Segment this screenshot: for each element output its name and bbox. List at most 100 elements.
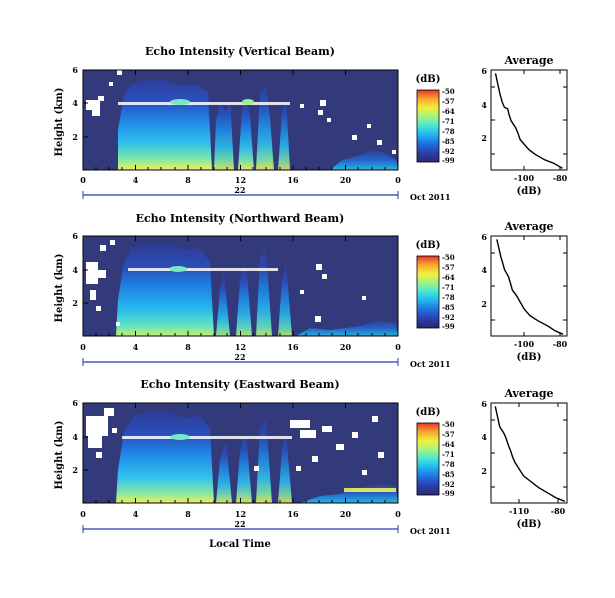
profile-line (496, 239, 564, 335)
date-bar: 22 Oct 2011 (82, 185, 451, 202)
x-tick-label: 20 (340, 175, 352, 185)
x-tick-label: 12 (235, 342, 246, 352)
colorbar-tick: -50 (442, 420, 455, 429)
x-tick-label: 4 (133, 175, 139, 185)
y-ticks: 6 4 2 (72, 65, 88, 142)
profile-title: Average (503, 387, 553, 400)
date-bar: 22 Oct 2011 (82, 352, 451, 369)
panel-northward: Echo Intensity (Northward Beam) Height (… (54, 212, 568, 369)
profile-title: Average (503, 220, 553, 233)
x-axis-label: Local Time (209, 539, 271, 550)
profile-line (494, 73, 563, 169)
y-axis-label: Height (km) (54, 421, 65, 490)
date-label: 22 (234, 519, 245, 529)
profile-line (494, 406, 566, 502)
panel-eastward: Echo Intensity (Eastward Beam) Height (k… (54, 378, 568, 550)
x-tick-label: 16 (287, 342, 299, 352)
x-tick-label: 8 (185, 175, 191, 185)
colorbar-tick: -78 (442, 293, 455, 302)
profile-x-tick: -110 (509, 506, 529, 516)
y-ticks: 6 4 2 (72, 231, 88, 308)
profile-x-tick: -100 (514, 173, 534, 183)
profile-y-tick: 4 (481, 432, 487, 442)
profile-plot: Average 6 4 2 -110 -80 (dB) (481, 387, 568, 530)
colorbar-tick: -71 (442, 283, 455, 292)
colorbar-tick: -92 (442, 147, 455, 156)
colorbar-unit: (dB) (416, 240, 441, 251)
x-tick-label: 4 (133, 509, 139, 519)
colorbar-tick: -71 (442, 117, 455, 126)
profile-y-tick: 4 (481, 100, 487, 110)
profile-y-tick: 6 (481, 399, 487, 409)
date-bar: 22 Oct 2011 (82, 519, 451, 536)
x-tick-label: 0 (395, 175, 401, 185)
y-tick-label: 4 (72, 98, 78, 108)
x-tick-label: 8 (185, 509, 191, 519)
x-tick-label: 8 (185, 342, 191, 352)
profile-y-tick: 4 (481, 265, 487, 275)
profile-x-label: (dB) (517, 519, 542, 530)
x-tick-label: 0 (395, 509, 401, 519)
colorbar-ticks: -50 -57 -64 -71 -78 -85 -92 -99 (442, 87, 455, 165)
y-tick-label: 2 (72, 465, 78, 475)
date-suffix: Oct 2011 (410, 526, 451, 536)
profile-y-tick: 2 (481, 133, 487, 143)
colorbar-ticks: -50 -57 -64 -71 -78 -85 -92 -99 (442, 253, 455, 331)
colorbar-unit: (dB) (416, 407, 441, 418)
heatmap (82, 235, 399, 337)
profile-y-tick: 2 (481, 466, 487, 476)
profile-plot: Average 6 4 2 -100 -80 (dB) (481, 54, 567, 197)
x-tick-label: 20 (340, 342, 352, 352)
x-tick-label: 0 (80, 509, 86, 519)
profile-x-tick: -80 (551, 506, 566, 516)
y-tick-label: 6 (72, 231, 78, 241)
x-tick-label: 0 (395, 342, 401, 352)
y-tick-label: 6 (72, 398, 78, 408)
colorbar-tick: -78 (442, 460, 455, 469)
x-tick-label: 0 (80, 342, 86, 352)
colorbar-tick: -64 (442, 107, 455, 116)
colorbar-tick: -64 (442, 273, 455, 282)
y-tick-label: 2 (72, 298, 78, 308)
colorbar-tick: -92 (442, 313, 455, 322)
profile-x-label: (dB) (517, 352, 542, 363)
colorbar-tick: -50 (442, 253, 455, 262)
date-suffix: Oct 2011 (410, 192, 451, 202)
colorbar: (dB) -50 -57 -64 -71 -78 -85 -92 -99 (416, 240, 455, 331)
colorbar-tick: -64 (442, 440, 455, 449)
y-tick-label: 4 (72, 265, 78, 275)
profile-x-tick: -100 (514, 339, 534, 349)
colorbar-unit: (dB) (416, 74, 441, 85)
panel-vertical: Echo Intensity (Vertical Beam) Height (k… (54, 45, 568, 202)
profile-y-tick: 6 (481, 232, 487, 242)
heatmap (82, 402, 399, 504)
profile-y-tick: 6 (481, 66, 487, 76)
x-tick-label: 16 (287, 509, 299, 519)
x-tick-label: 4 (133, 342, 139, 352)
y-axis-label: Height (km) (54, 88, 65, 157)
colorbar-tick: -57 (442, 430, 455, 439)
date-label: 22 (234, 185, 245, 195)
x-tick-label: 16 (287, 175, 299, 185)
y-tick-label: 6 (72, 65, 78, 75)
x-ticks: 0 4 8 12 16 20 0 (80, 70, 401, 185)
x-tick-label: 12 (235, 175, 246, 185)
profile-plot: Average 6 4 2 -100 -80 (dB) (481, 220, 567, 363)
profile-x-tick: -80 (553, 339, 568, 349)
x-tick-label: 12 (235, 509, 246, 519)
colorbar-tick: -78 (442, 127, 455, 136)
colorbar: (dB) -50 -57 -64 -71 -78 -85 -92 -99 (416, 74, 455, 165)
colorbar-tick: -99 (442, 489, 455, 498)
panel-title: Echo Intensity (Vertical Beam) (145, 45, 335, 58)
panel-title: Echo Intensity (Northward Beam) (136, 212, 345, 225)
x-tick-label: 0 (80, 175, 86, 185)
colorbar: (dB) -50 -57 -64 -71 -78 -85 -92 -99 (416, 407, 455, 498)
y-tick-label: 4 (72, 432, 78, 442)
profile-title: Average (503, 54, 553, 67)
panel-title: Echo Intensity (Eastward Beam) (140, 378, 339, 391)
y-axis-label: Height (km) (54, 254, 65, 323)
profile-x-label: (dB) (517, 186, 542, 197)
y-tick-label: 2 (72, 132, 78, 142)
profile-x-tick: -80 (553, 173, 568, 183)
